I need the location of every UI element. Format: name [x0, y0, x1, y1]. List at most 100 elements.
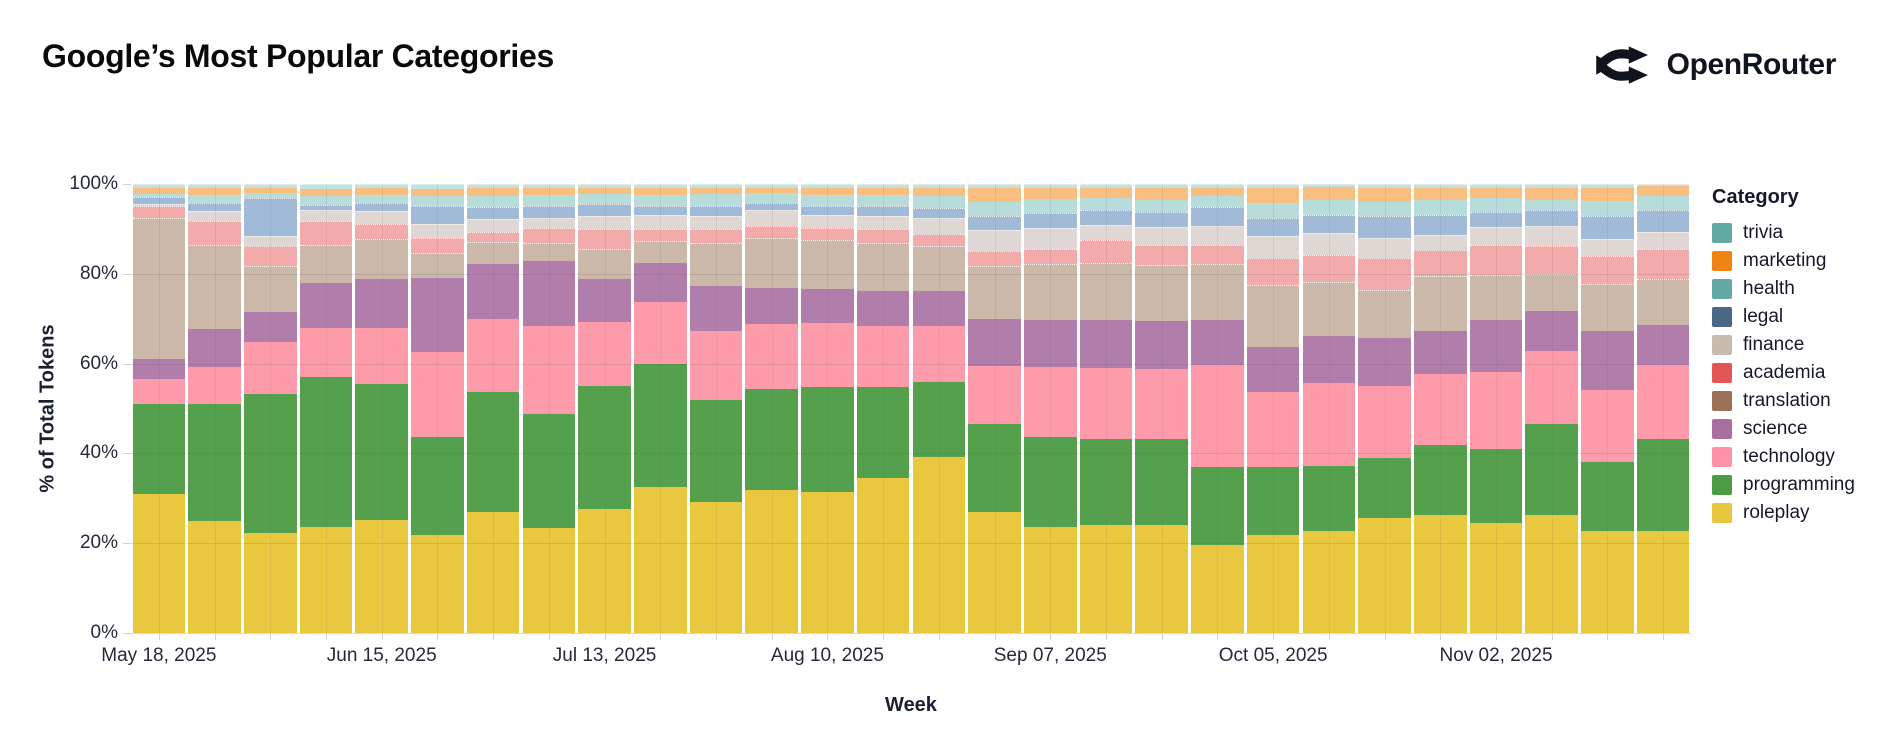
bar-segment-roleplay[interactable] — [1413, 514, 1467, 633]
bar-segment-translation[interactable] — [243, 265, 297, 312]
bar-segment-programming[interactable] — [1135, 438, 1189, 526]
bar-segment-health[interactable] — [1246, 202, 1300, 218]
bar-segment-programming[interactable] — [355, 383, 409, 521]
bar-segment-translation[interactable] — [299, 244, 353, 283]
bar-segment-legal[interactable] — [243, 197, 297, 237]
bar-segment-academia[interactable] — [745, 226, 799, 238]
bar-segment-legal[interactable] — [299, 204, 353, 210]
bar-segment-legal[interactable] — [801, 206, 854, 215]
bar-segment-health[interactable] — [689, 194, 743, 206]
bar-segment-roleplay[interactable] — [1135, 525, 1189, 633]
bar-segment-legal[interactable] — [633, 206, 687, 215]
bar-segment-finance[interactable] — [1469, 226, 1523, 246]
bar-segment-programming[interactable] — [522, 413, 576, 529]
bar-segment-finance[interactable] — [633, 214, 687, 230]
bar-segment-health[interactable] — [1191, 195, 1244, 208]
stacked-bar-week[interactable] — [243, 184, 297, 633]
bar-segment-marketing[interactable] — [801, 188, 854, 195]
bar-segment-legal[interactable] — [689, 205, 743, 216]
bar-segment-academia[interactable] — [243, 245, 297, 266]
bar-segment-trivia[interactable] — [355, 184, 409, 189]
bar-segment-technology[interactable] — [968, 365, 1021, 424]
bar-segment-health[interactable] — [578, 194, 631, 205]
bar-segment-finance[interactable] — [912, 217, 966, 235]
bar-segment-roleplay[interactable] — [1079, 525, 1133, 633]
bar-segment-health[interactable] — [968, 201, 1021, 217]
stacked-bar-week[interactable] — [1302, 184, 1356, 633]
bar-segment-technology[interactable] — [1525, 350, 1579, 424]
bar-segment-marketing[interactable] — [745, 187, 799, 193]
bar-segment-legal[interactable] — [411, 206, 464, 225]
bar-segment-academia[interactable] — [188, 221, 241, 245]
bar-segment-marketing[interactable] — [299, 188, 353, 197]
bar-segment-finance[interactable] — [466, 218, 520, 233]
stacked-bar-week[interactable] — [633, 184, 687, 633]
bar-segment-programming[interactable] — [299, 377, 353, 527]
bar-segment-trivia[interactable] — [1636, 184, 1690, 187]
bar-segment-academia[interactable] — [801, 227, 854, 240]
bar-segment-roleplay[interactable] — [745, 490, 799, 633]
bar-segment-technology[interactable] — [1358, 386, 1411, 459]
bar-segment-translation[interactable] — [1023, 263, 1077, 321]
bar-segment-academia[interactable] — [1246, 257, 1300, 285]
bar-segment-academia[interactable] — [1581, 255, 1634, 285]
bar-segment-programming[interactable] — [968, 423, 1021, 512]
bar-segment-technology[interactable] — [633, 302, 687, 364]
bar-segment-legal[interactable] — [1469, 211, 1523, 227]
bar-segment-science[interactable] — [1636, 325, 1690, 366]
bar-segment-finance[interactable] — [1079, 224, 1133, 240]
bar-segment-programming[interactable] — [856, 387, 910, 479]
bar-segment-roleplay[interactable] — [1581, 531, 1634, 633]
bar-segment-technology[interactable] — [1302, 383, 1356, 467]
stacked-bar-week[interactable] — [132, 184, 186, 633]
bar-segment-finance[interactable] — [522, 217, 576, 228]
bar-segment-programming[interactable] — [1302, 466, 1356, 531]
bar-segment-finance[interactable] — [578, 215, 631, 230]
stacked-bar-week[interactable] — [1581, 184, 1634, 633]
bar-segment-marketing[interactable] — [968, 188, 1021, 202]
bar-segment-technology[interactable] — [355, 327, 409, 384]
bar-segment-programming[interactable] — [1079, 438, 1133, 526]
bar-segment-academia[interactable] — [1023, 249, 1077, 264]
bar-segment-programming[interactable] — [188, 403, 241, 521]
bar-segment-science[interactable] — [1135, 321, 1189, 370]
bar-segment-technology[interactable] — [1191, 365, 1244, 467]
bar-segment-trivia[interactable] — [1413, 184, 1467, 188]
bar-segment-health[interactable] — [299, 196, 353, 205]
bar-segment-trivia[interactable] — [801, 184, 854, 189]
bar-segment-legal[interactable] — [1246, 217, 1300, 237]
bar-segment-legal[interactable] — [1135, 211, 1189, 227]
bar-segment-marketing[interactable] — [1636, 186, 1690, 196]
bar-segment-trivia[interactable] — [299, 184, 353, 189]
bar-segment-health[interactable] — [1023, 199, 1077, 213]
bar-segment-health[interactable] — [1636, 195, 1690, 211]
bar-segment-finance[interactable] — [1413, 234, 1467, 250]
bar-segment-trivia[interactable] — [243, 184, 297, 188]
bar-segment-trivia[interactable] — [578, 184, 631, 188]
bar-segment-science[interactable] — [633, 262, 687, 303]
bar-segment-programming[interactable] — [1358, 458, 1411, 519]
bar-segment-technology[interactable] — [856, 325, 910, 388]
bar-segment-roleplay[interactable] — [689, 501, 743, 633]
bar-segment-trivia[interactable] — [1246, 184, 1300, 189]
bar-segment-roleplay[interactable] — [801, 491, 854, 633]
bar-segment-roleplay[interactable] — [522, 528, 576, 633]
bar-segment-marketing[interactable] — [1302, 187, 1356, 200]
bar-segment-technology[interactable] — [1469, 371, 1523, 449]
bar-segment-academia[interactable] — [1358, 257, 1411, 291]
bar-segment-science[interactable] — [1246, 347, 1300, 393]
bar-segment-marketing[interactable] — [1191, 187, 1244, 196]
bar-segment-science[interactable] — [299, 282, 353, 328]
bar-segment-trivia[interactable] — [1525, 184, 1579, 189]
bar-segment-technology[interactable] — [299, 327, 353, 377]
bar-segment-trivia[interactable] — [689, 184, 743, 189]
bar-segment-roleplay[interactable] — [299, 526, 353, 633]
bar-segment-academia[interactable] — [1525, 245, 1579, 275]
bar-segment-health[interactable] — [188, 194, 241, 203]
bar-segment-science[interactable] — [745, 287, 799, 325]
stacked-bar-week[interactable] — [689, 184, 743, 633]
bar-segment-programming[interactable] — [411, 437, 464, 536]
bar-segment-academia[interactable] — [1135, 245, 1189, 265]
bar-segment-academia[interactable] — [1469, 245, 1523, 276]
bar-segment-technology[interactable] — [578, 322, 631, 386]
